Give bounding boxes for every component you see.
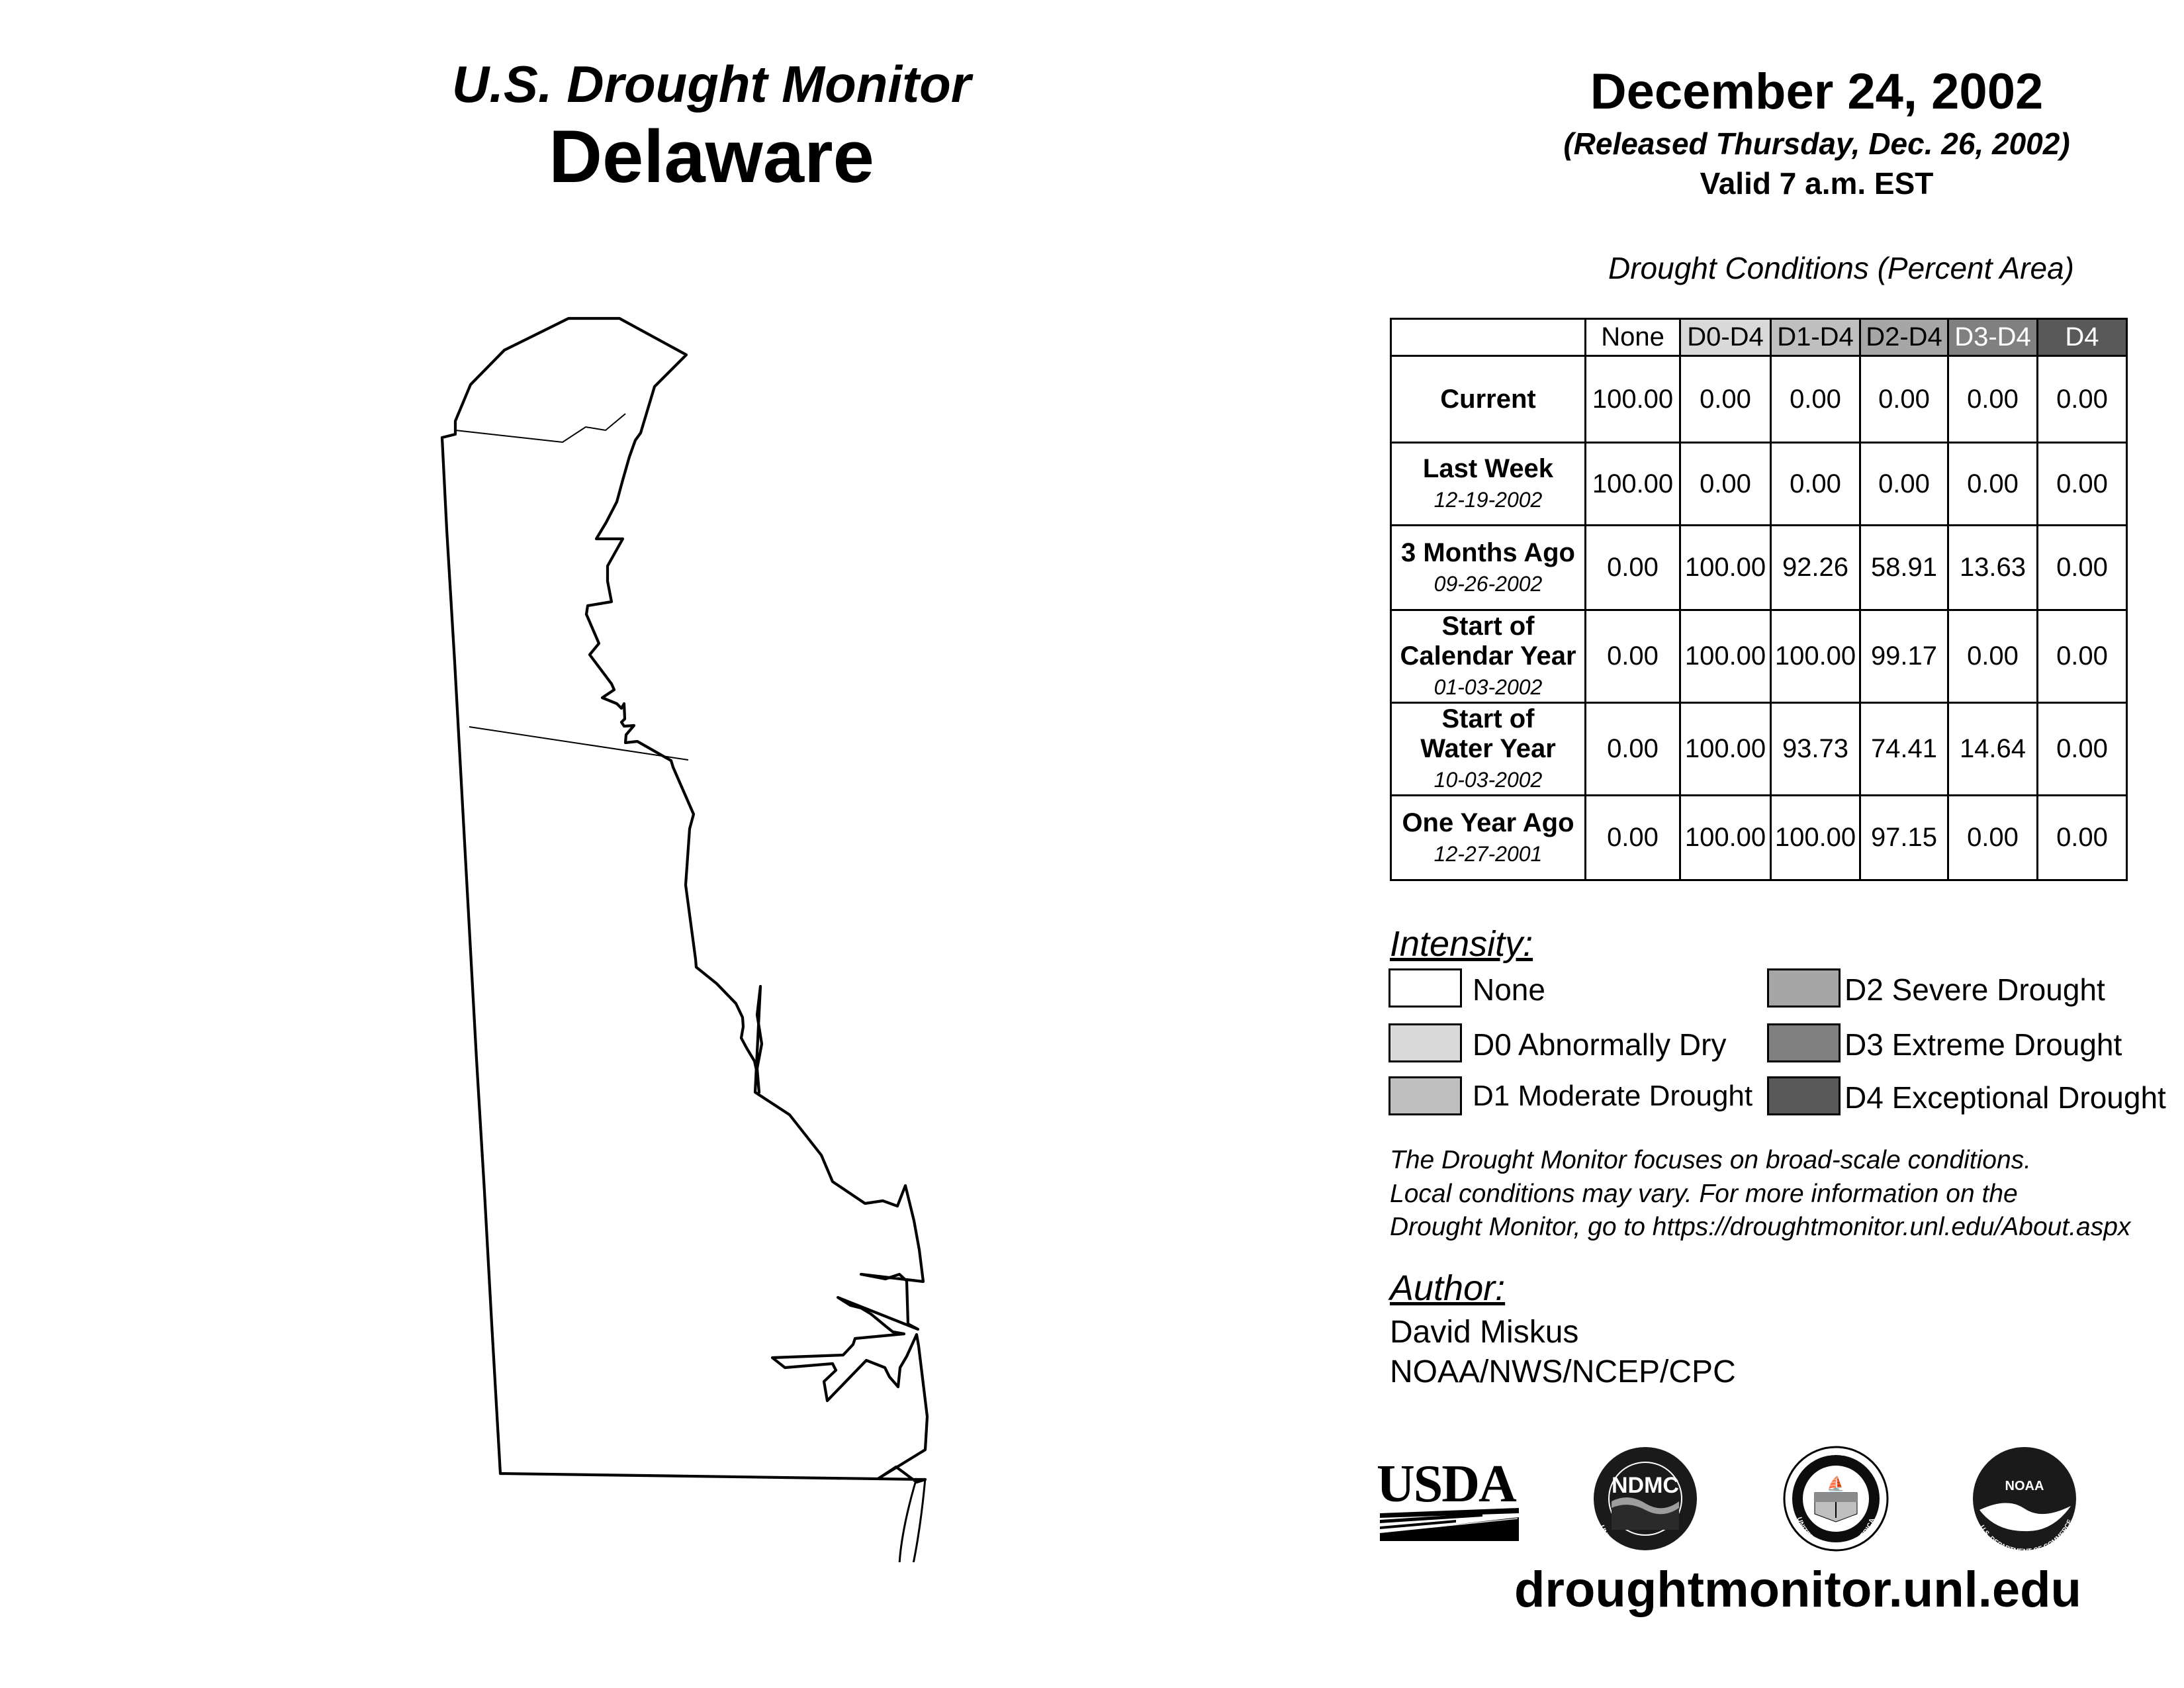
svg-text:USDA: USDA [1377,1455,1517,1513]
svg-text:NDMC: NDMC [1612,1473,1679,1498]
svg-text:NOAA: NOAA [2005,1479,2044,1493]
svg-text:⛵: ⛵ [1827,1476,1844,1492]
